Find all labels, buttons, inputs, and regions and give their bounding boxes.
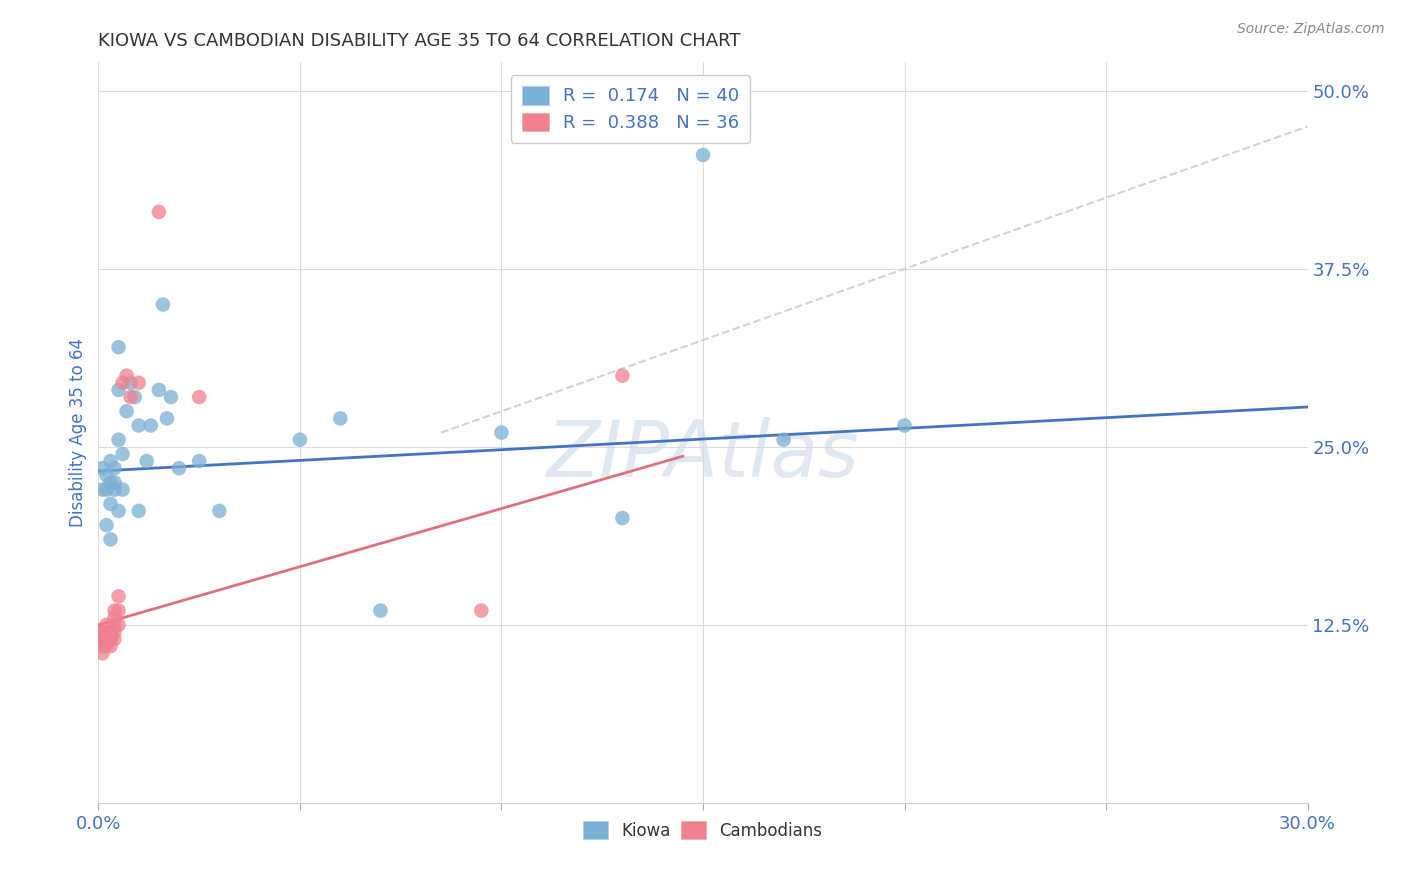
Point xyxy=(100,632,122,646)
Point xyxy=(160,390,183,404)
Point xyxy=(107,590,129,604)
Point xyxy=(103,461,125,475)
Point xyxy=(91,624,114,639)
Point xyxy=(91,646,114,660)
Point xyxy=(148,205,170,219)
Point xyxy=(111,376,134,390)
Point xyxy=(135,454,157,468)
Point xyxy=(288,433,311,447)
Point xyxy=(100,639,122,653)
Point xyxy=(128,376,150,390)
Point xyxy=(91,461,114,475)
Point xyxy=(96,617,118,632)
Point xyxy=(772,433,794,447)
Text: Source: ZipAtlas.com: Source: ZipAtlas.com xyxy=(1237,22,1385,37)
Point xyxy=(188,454,211,468)
Point xyxy=(96,483,118,497)
Point xyxy=(100,454,122,468)
Point xyxy=(100,533,122,547)
Point xyxy=(96,639,118,653)
Text: KIOWA VS CAMBODIAN DISABILITY AGE 35 TO 64 CORRELATION CHART: KIOWA VS CAMBODIAN DISABILITY AGE 35 TO … xyxy=(98,32,741,50)
Point xyxy=(103,632,125,646)
Point xyxy=(115,404,138,418)
Point xyxy=(96,632,118,646)
Point xyxy=(107,504,129,518)
Point xyxy=(96,632,118,646)
Point xyxy=(100,624,122,639)
Point xyxy=(491,425,513,440)
Point xyxy=(91,624,114,639)
Point xyxy=(107,340,129,354)
Point xyxy=(103,604,125,618)
Point xyxy=(103,483,125,497)
Point xyxy=(91,632,114,646)
Point xyxy=(96,468,118,483)
Point xyxy=(96,632,118,646)
Text: ZIPAtlas: ZIPAtlas xyxy=(547,417,859,493)
Point xyxy=(100,624,122,639)
Point xyxy=(91,632,114,646)
Point xyxy=(120,390,142,404)
Point xyxy=(100,497,122,511)
Point xyxy=(148,383,170,397)
Point xyxy=(156,411,179,425)
Point xyxy=(103,624,125,639)
Point xyxy=(91,639,114,653)
Point xyxy=(111,447,134,461)
Point xyxy=(612,368,634,383)
Point xyxy=(893,418,915,433)
Point xyxy=(128,418,150,433)
Point xyxy=(370,604,392,618)
Y-axis label: Disability Age 35 to 64: Disability Age 35 to 64 xyxy=(69,338,87,527)
Point xyxy=(128,504,150,518)
Point xyxy=(470,604,492,618)
Point xyxy=(124,390,146,404)
Point xyxy=(612,511,634,525)
Point xyxy=(152,297,174,311)
Point xyxy=(111,483,134,497)
Point xyxy=(188,390,211,404)
Point xyxy=(103,610,125,624)
Point xyxy=(208,504,231,518)
Point xyxy=(100,475,122,490)
Point xyxy=(139,418,162,433)
Point xyxy=(115,368,138,383)
Point xyxy=(103,475,125,490)
Point xyxy=(91,483,114,497)
Point xyxy=(107,604,129,618)
Point xyxy=(692,148,714,162)
Point xyxy=(103,617,125,632)
Point xyxy=(100,632,122,646)
Point xyxy=(120,376,142,390)
Point xyxy=(96,624,118,639)
Legend: Kiowa, Cambodians: Kiowa, Cambodians xyxy=(576,814,830,847)
Point xyxy=(96,518,118,533)
Point xyxy=(167,461,190,475)
Point xyxy=(96,632,118,646)
Point xyxy=(329,411,352,425)
Point xyxy=(107,383,129,397)
Point xyxy=(100,632,122,646)
Point xyxy=(107,433,129,447)
Point xyxy=(100,624,122,639)
Point xyxy=(107,617,129,632)
